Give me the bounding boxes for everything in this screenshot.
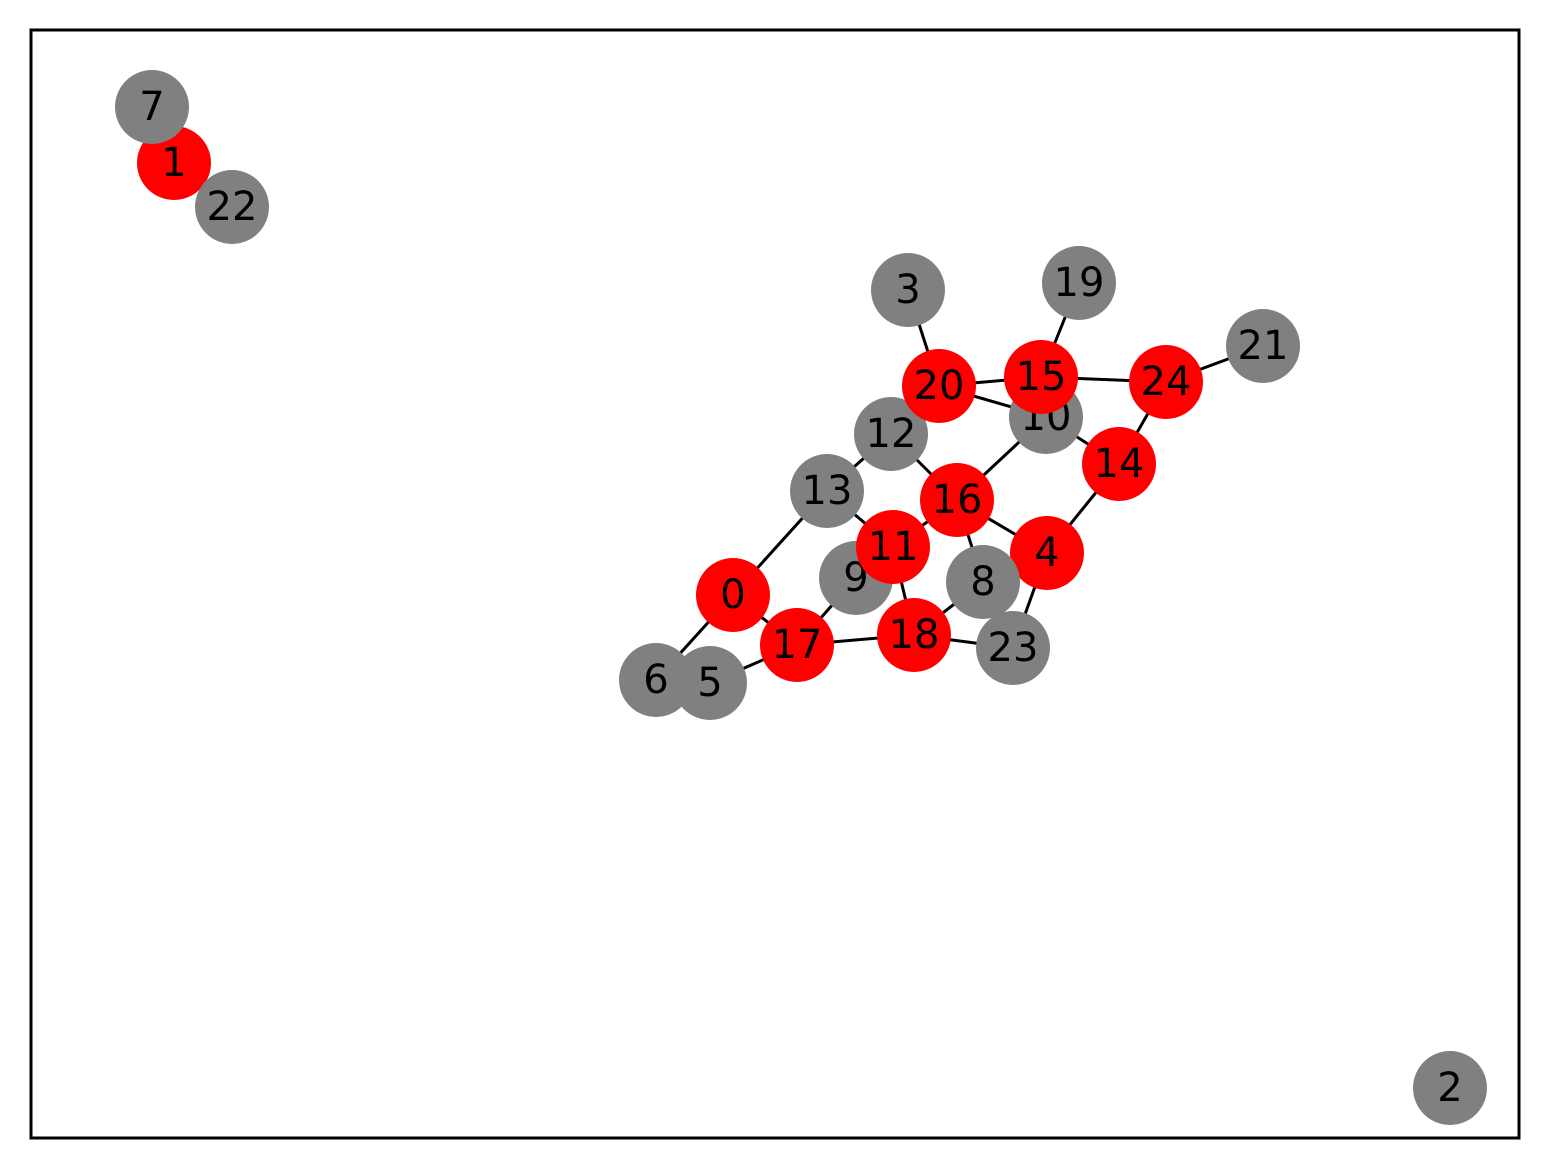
node-circle-18 [877, 598, 951, 672]
node-label-5: 5 [697, 660, 722, 706]
node-2: 2 [1413, 1051, 1487, 1125]
node-12: 12 [854, 397, 928, 471]
node-circle-4 [1010, 516, 1084, 590]
node-4: 4 [1010, 516, 1084, 590]
node-label-14: 14 [1094, 441, 1145, 487]
node-11: 11 [856, 510, 930, 584]
node-label-17: 17 [772, 622, 823, 668]
node-circle-23 [976, 611, 1050, 685]
node-circle-14 [1082, 427, 1156, 501]
node-15: 15 [1004, 340, 1078, 414]
node-label-18: 18 [889, 612, 940, 658]
node-0: 0 [696, 558, 770, 632]
node-24: 24 [1129, 345, 1203, 419]
node-circle-6 [619, 643, 693, 717]
node-18: 18 [877, 598, 951, 672]
node-label-0: 0 [720, 572, 745, 618]
node-3: 3 [871, 253, 945, 327]
node-7: 7 [115, 70, 189, 144]
node-label-4: 4 [1034, 530, 1059, 576]
node-17: 17 [760, 608, 834, 682]
node-14: 14 [1082, 427, 1156, 501]
node-circle-2 [1413, 1051, 1487, 1125]
node-label-13: 13 [802, 468, 853, 514]
node-circle-21 [1226, 309, 1300, 383]
node-circle-19 [1042, 246, 1116, 320]
node-label-2: 2 [1437, 1065, 1462, 1111]
node-label-20: 20 [914, 363, 965, 409]
node-label-19: 19 [1054, 260, 1105, 306]
node-label-21: 21 [1238, 323, 1289, 369]
plot-frame [29, 28, 1521, 1140]
node-circle-22 [195, 170, 269, 244]
node-label-1: 1 [161, 140, 186, 186]
node-19: 19 [1042, 246, 1116, 320]
node-circle-16 [920, 463, 994, 537]
node-6: 6 [619, 643, 693, 717]
node-circle-20 [902, 349, 976, 423]
node-label-24: 24 [1141, 359, 1192, 405]
node-22: 22 [195, 170, 269, 244]
node-circle-12 [854, 397, 928, 471]
node-20: 20 [902, 349, 976, 423]
node-8: 8 [946, 545, 1020, 619]
node-label-6: 6 [643, 657, 668, 703]
node-circle-15 [1004, 340, 1078, 414]
node-23: 23 [976, 611, 1050, 685]
node-label-3: 3 [895, 267, 920, 313]
node-circle-8 [946, 545, 1020, 619]
node-circle-0 [696, 558, 770, 632]
node-circle-5 [673, 646, 747, 720]
node-circle-7 [115, 70, 189, 144]
node-13: 13 [790, 454, 864, 528]
node-5: 5 [673, 646, 747, 720]
node-label-12: 12 [866, 411, 917, 457]
node-16: 16 [920, 463, 994, 537]
node-label-11: 11 [868, 524, 919, 570]
node-21: 21 [1226, 309, 1300, 383]
node-label-22: 22 [207, 184, 258, 230]
node-circle-13 [790, 454, 864, 528]
node-circle-1 [137, 126, 211, 200]
node-label-16: 16 [932, 477, 983, 523]
node-label-23: 23 [988, 625, 1039, 671]
node-label-8: 8 [970, 559, 995, 605]
node-circle-11 [856, 510, 930, 584]
node-1: 1 [137, 126, 211, 200]
node-circle-24 [1129, 345, 1203, 419]
node-label-15: 15 [1016, 354, 1067, 400]
node-circle-17 [760, 608, 834, 682]
node-circle-3 [871, 253, 945, 327]
node-label-7: 7 [139, 84, 164, 130]
